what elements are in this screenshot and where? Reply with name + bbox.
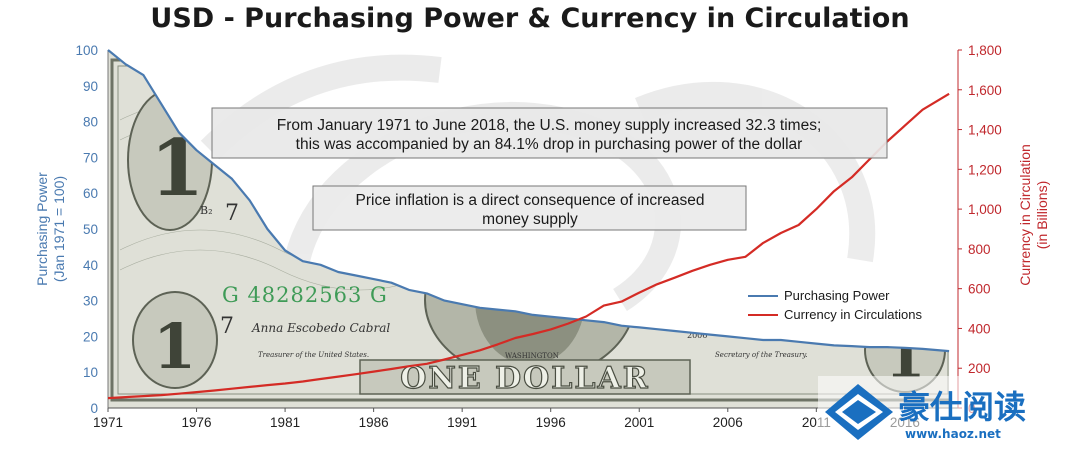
x-tick-label: 1981 (270, 415, 300, 430)
purchasing-power-line (107, 49, 950, 353)
annotation-2-line2: money supply (482, 211, 578, 228)
left-tick-label: 90 (83, 79, 98, 94)
watermark-url: www.haoz.net (905, 427, 1001, 441)
right-tick-label: 800 (968, 242, 991, 257)
book-logo-icon (825, 384, 893, 440)
left-tick-label: 0 (90, 401, 98, 416)
right-tick-label: 1,400 (968, 123, 1002, 138)
left-tick-label: 10 (83, 365, 98, 380)
right-tick-label: 600 (968, 282, 991, 297)
right-tick-label: 1,200 (968, 162, 1002, 177)
left-tick-label: 50 (83, 222, 98, 237)
right-tick-label: 400 (968, 321, 991, 336)
right-tick-label: 1,800 (968, 43, 1002, 58)
x-tick-label: 1986 (359, 415, 389, 430)
bill-one-dollar: ONE DOLLAR (400, 361, 649, 396)
bill-year: 2006 (687, 331, 707, 340)
series-lines (107, 49, 950, 400)
chart-title: USD - Purchasing Power & Currency in Cir… (150, 3, 909, 34)
left-axis-label: Purchasing Power (Jan 1971 = 100) (34, 172, 67, 286)
right-tick-label: 1,600 (968, 83, 1002, 98)
left-tick-label: 30 (83, 294, 98, 309)
annotation-box-2: Price inflation is a direct consequence … (312, 185, 747, 231)
bill-serial: G 48282563 G (222, 283, 388, 307)
left-tick-label: 80 (83, 115, 98, 130)
left-axis-label-line1: Purchasing Power (34, 172, 50, 286)
left-tick-label: 60 (83, 186, 98, 201)
left-tick-label: 100 (75, 43, 98, 58)
x-tick-label: 1991 (447, 415, 477, 430)
bill-signature: Anna Escobedo Cabral (251, 321, 390, 335)
bill-b2: B₂ (200, 204, 213, 217)
right-axis-label-line2: (in Billions) (1034, 181, 1050, 249)
annotation-1-line1: From January 1971 to June 2018, the U.S.… (277, 117, 822, 134)
left-y-ticks: 0 10 20 30 40 50 60 70 80 90 100 (75, 43, 98, 416)
x-tick-label: 1971 (93, 415, 123, 430)
right-axis-label-line1: Currency in Circulation (1017, 144, 1033, 286)
x-ticks: 1971197619811986199119962001200620112016 (93, 408, 920, 430)
legend-label-currency: Currency in Circulations (784, 307, 922, 322)
x-tick-label: 2006 (713, 415, 743, 430)
left-tick-label: 20 (83, 329, 98, 344)
watermark-brand: 豪仕阅读 (898, 388, 1026, 426)
right-tick-label: 200 (968, 361, 991, 376)
x-tick-label: 1996 (536, 415, 566, 430)
corner-watermark: 豪仕阅读 www.haoz.net (818, 376, 1080, 449)
legend: Purchasing Power Currency in Circulation… (748, 288, 922, 322)
left-tick-label: 70 (83, 150, 98, 165)
currency-in-circulation-line (107, 92, 950, 400)
annotation-2-line1: Price inflation is a direct consequence … (356, 192, 705, 209)
x-tick-label: 2001 (624, 415, 654, 430)
bill-secretary: Secretary of the Treasury. (715, 351, 808, 359)
bill-washington: WASHINGTON (505, 352, 559, 360)
annotation-1-line2: this was accompanied by an 84.1% drop in… (296, 136, 803, 153)
right-tick-label: 1,000 (968, 202, 1002, 217)
right-axis-label: Currency in Circulation (in Billions) (1017, 144, 1050, 286)
bill-treasurer: Treasurer of the United States. (258, 351, 369, 359)
svg-text:1: 1 (153, 310, 196, 383)
left-axis-label-line2: (Jan 1971 = 100) (51, 176, 67, 282)
legend-label-purchasing-power: Purchasing Power (784, 288, 890, 303)
bill-seven-lower: 7 (220, 314, 234, 339)
left-tick-label: 40 (83, 258, 98, 273)
svg-text:1: 1 (150, 123, 204, 214)
annotation-box-1: From January 1971 to June 2018, the U.S.… (211, 107, 888, 159)
x-tick-label: 1976 (182, 415, 212, 430)
bill-seven-upper: 7 (225, 201, 239, 226)
